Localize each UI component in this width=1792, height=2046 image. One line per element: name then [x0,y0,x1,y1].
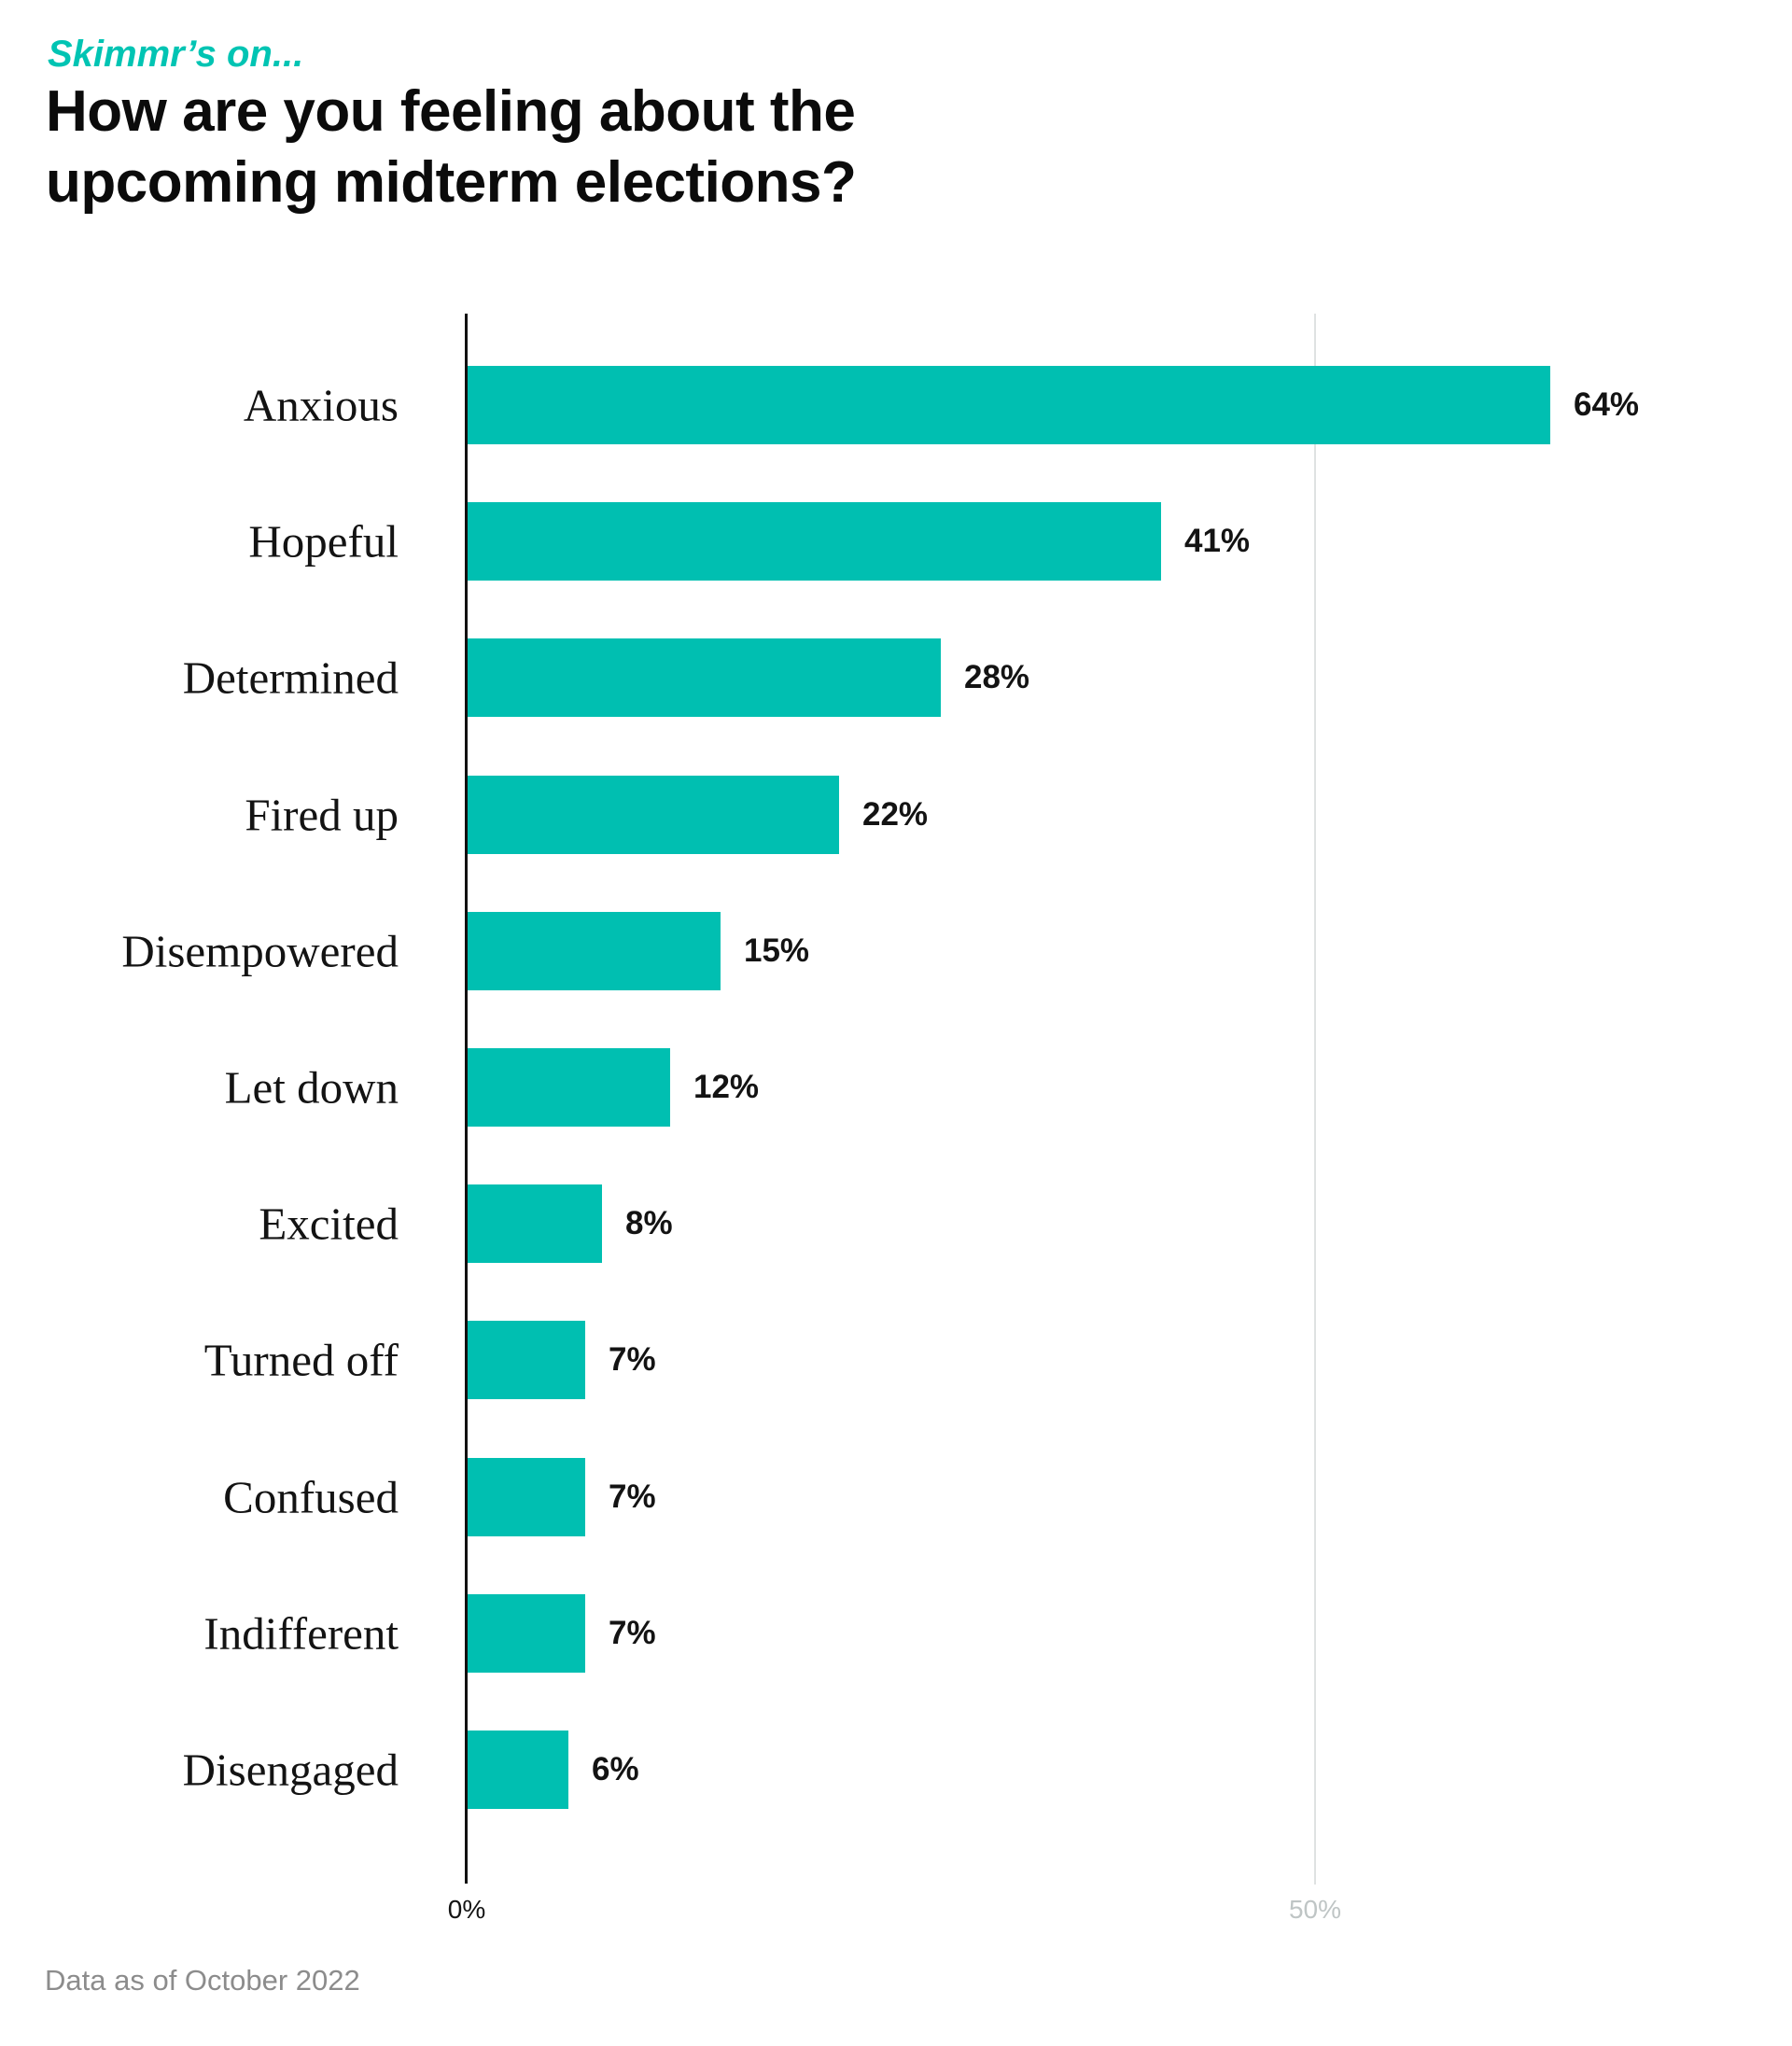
y-axis-baseline [465,314,468,1884]
chart-title: How are you feeling about the upcoming m… [46,77,857,218]
bar-row: Disengaged 6% [0,1731,1792,1809]
bar-row: Fired up 22% [0,776,1792,854]
bar [467,1184,602,1263]
value-label: 64% [1574,386,1640,423]
bar-row: Anxious 64% [0,366,1792,444]
bar-row: Let down 12% [0,1048,1792,1127]
bar [467,1594,585,1673]
x-axis-tick-50: 50% [1288,1895,1342,1924]
value-label: 41% [1184,523,1251,559]
kicker-text: Skimmr’s on... [48,34,304,75]
bar-row: Turned off 7% [0,1321,1792,1399]
value-label: 8% [625,1205,673,1241]
value-label: 22% [862,796,929,833]
value-label: 7% [609,1615,656,1651]
category-label: Disempowered [121,925,399,977]
bar [467,1321,585,1399]
chart-title-line1: How are you feeling about the [46,79,856,144]
bar [467,366,1550,444]
category-label: Excited [259,1198,399,1250]
value-label: 15% [744,932,810,969]
bar [467,1048,670,1127]
gridline-50pct [1314,314,1316,1885]
category-label: Hopeful [248,515,399,568]
value-label: 12% [693,1069,760,1105]
value-label: 7% [609,1478,656,1515]
value-label: 6% [592,1751,639,1787]
bar [467,1458,585,1536]
bar-row: Confused 7% [0,1458,1792,1536]
bar-row: Indifferent 7% [0,1594,1792,1673]
bar [467,638,941,717]
bar-row: Determined 28% [0,638,1792,717]
category-label: Turned off [203,1334,399,1386]
category-label: Determined [182,652,399,704]
bar-row: Disempowered 15% [0,912,1792,990]
bar [467,776,839,854]
bar-row: Hopeful 41% [0,502,1792,581]
category-label: Indifferent [203,1607,399,1660]
data-source-note: Data as of October 2022 [45,1964,360,1997]
value-label: 7% [609,1341,656,1378]
bar [467,912,721,990]
category-label: Disengaged [182,1744,399,1796]
category-label: Confused [223,1471,399,1523]
x-axis-tick-0: 0% [447,1895,486,1924]
category-label: Anxious [243,379,399,431]
chart-title-line2: upcoming midterm elections? [46,150,857,215]
category-label: Fired up [245,789,399,841]
bar [467,1731,568,1809]
bar-row: Excited 8% [0,1184,1792,1263]
bar [467,502,1161,581]
value-label: 28% [964,659,1030,695]
category-label: Let down [224,1061,399,1114]
